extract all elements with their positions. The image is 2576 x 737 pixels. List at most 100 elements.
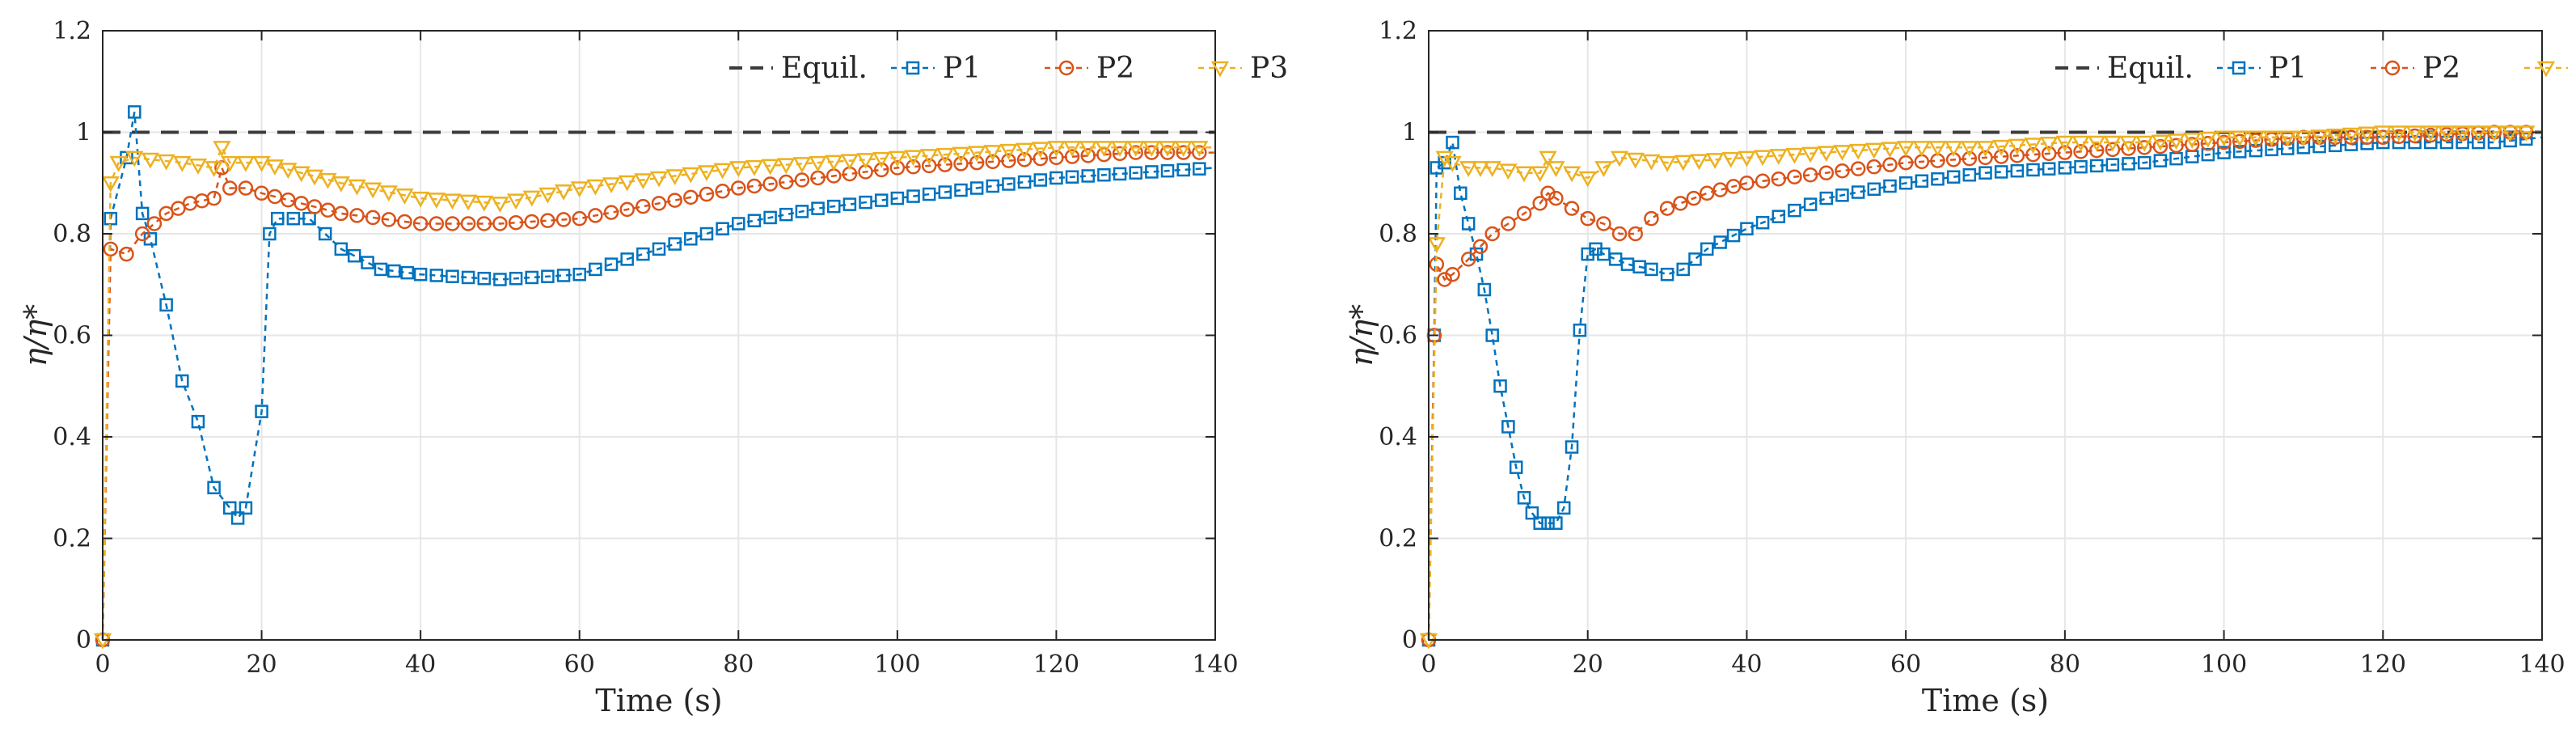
data-point [458, 194, 478, 211]
data-point [2136, 140, 2152, 155]
y-axis-label: η/η* [18, 304, 53, 366]
data-point [1645, 262, 1658, 277]
data-point [794, 172, 810, 188]
data-point [305, 169, 324, 186]
data-point [1461, 217, 1476, 231]
data-point [460, 216, 476, 231]
data-point [1192, 145, 1207, 160]
data-point [541, 269, 555, 283]
data-point [395, 188, 414, 205]
data-point [2184, 137, 2200, 152]
data-point [412, 216, 429, 231]
data-point [1033, 173, 1048, 187]
data-point [1564, 201, 1580, 216]
data-point [699, 186, 715, 202]
data-point [1142, 141, 1161, 157]
data-point [1726, 228, 1741, 243]
data-point [795, 205, 809, 218]
data-point [634, 173, 652, 190]
data-point [1753, 150, 1772, 167]
data-point [1159, 145, 1176, 160]
data-point [157, 154, 175, 171]
data-point [842, 197, 857, 211]
data-point [1190, 141, 1209, 157]
data-point [1459, 161, 1478, 177]
data-point [1556, 501, 1571, 515]
series-p3 [1419, 125, 2542, 650]
x-tick-label: 40 [1731, 650, 1762, 679]
series-line [1427, 136, 2543, 641]
data-point [1712, 182, 1728, 197]
data-point [1095, 141, 1113, 157]
x-tick-label: 120 [2360, 650, 2406, 679]
data-point [873, 162, 889, 178]
legend-label: P1 [2269, 52, 2307, 85]
data-point [2517, 125, 2536, 142]
y-tick-label: 0.8 [1379, 220, 1417, 248]
data-point [525, 270, 538, 285]
data-point [1460, 252, 1476, 267]
data-point [2344, 138, 2359, 151]
data-point [825, 155, 843, 172]
data-point [1144, 145, 1159, 160]
data-point [922, 187, 936, 201]
data-point [2248, 133, 2264, 148]
data-point [2343, 129, 2359, 146]
data-point [1580, 210, 1595, 227]
data-point [1883, 179, 1897, 193]
y-tick-label: 0.2 [1379, 525, 1417, 553]
data-point [1644, 210, 1659, 227]
data-point [906, 159, 921, 175]
legend-marker [906, 61, 920, 75]
legend-label: Equil. [781, 52, 868, 85]
data-point [1158, 141, 1177, 157]
data-point [1454, 186, 1467, 201]
data-point [1673, 196, 1688, 211]
data-point [667, 193, 682, 208]
data-point [2103, 135, 2122, 152]
data-point [859, 195, 872, 210]
data-point [1772, 210, 1786, 223]
data-point [1835, 188, 1849, 202]
data-point [999, 143, 1018, 160]
data-point [1740, 222, 1754, 235]
legend-marker [2384, 60, 2401, 76]
data-point [1547, 161, 1565, 177]
data-point [1047, 141, 1066, 157]
series-line [101, 151, 1215, 641]
data-point [255, 405, 268, 418]
data-point [2469, 125, 2488, 142]
series-p2 [95, 145, 1215, 648]
data-point [524, 214, 539, 230]
data-point [2152, 138, 2168, 155]
data-point [1769, 149, 1788, 165]
data-point [2135, 135, 2154, 152]
data-point [1994, 165, 2008, 179]
data-point [1049, 150, 1064, 166]
data-point [267, 188, 283, 205]
data-point [953, 156, 969, 172]
data-point [2217, 146, 2231, 159]
data-point [952, 146, 970, 163]
data-point [2310, 129, 2329, 146]
data-point [572, 210, 587, 227]
data-point [1611, 226, 1628, 242]
data-point [252, 155, 271, 172]
data-point [1755, 173, 1771, 188]
data-point [2296, 141, 2311, 155]
data-point [983, 145, 1002, 161]
data-point [1097, 167, 1111, 182]
data-point [954, 183, 968, 197]
data-point [238, 180, 254, 196]
data-point [263, 227, 277, 241]
data-point [968, 146, 986, 163]
data-point [2041, 146, 2057, 162]
data-point [636, 198, 651, 214]
data-point [1493, 379, 1507, 393]
data-point [921, 158, 937, 174]
data-point [265, 159, 285, 176]
data-point [2215, 130, 2233, 147]
data-point [412, 191, 430, 208]
data-point [1193, 162, 1206, 176]
data-point [1501, 216, 1516, 231]
